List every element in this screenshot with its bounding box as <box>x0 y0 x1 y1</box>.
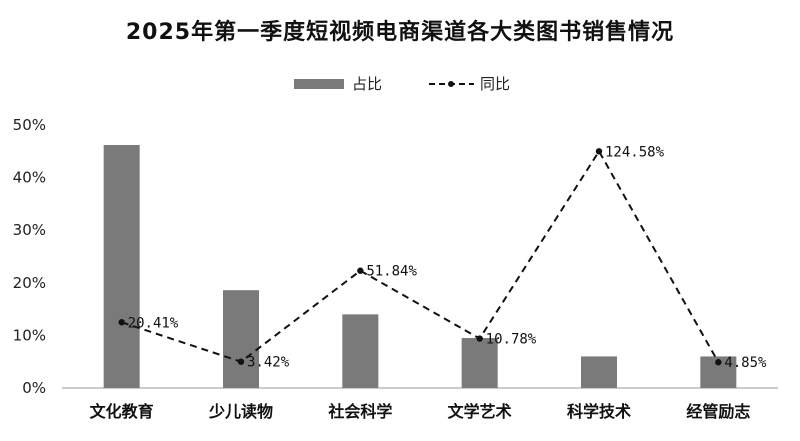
yoy-line <box>121 149 720 363</box>
yoy-data-label: 3.42% <box>247 355 290 371</box>
x-category-label: 文化教育 <box>90 402 154 421</box>
yoy-data-label: 10.78% <box>486 332 537 348</box>
yoy-data-label: 51.84% <box>366 264 417 280</box>
yoy-point-2 <box>237 358 245 365</box>
bar-2 <box>223 290 259 388</box>
legend-bar-swatch <box>294 79 344 89</box>
x-category-label: 科学技术 <box>567 402 631 421</box>
yoy-data-label: 4.85% <box>724 355 767 371</box>
y-tick-label: 30% <box>13 221 46 239</box>
chart-title: 2025年第一季度短视频电商渠道各大类图书销售情况 <box>125 20 675 45</box>
yoy-point-3 <box>357 267 364 274</box>
yoy-data-label: 20.41% <box>128 315 179 331</box>
x-category-label: 经管励志 <box>686 402 750 421</box>
bar-4 <box>461 338 498 388</box>
y-tick-label: 20% <box>13 274 46 292</box>
legend-bar-label: 占比 <box>352 75 382 93</box>
bar-5 <box>581 356 617 388</box>
y-tick-label: 0% <box>22 379 46 397</box>
y-tick-label: 10% <box>13 326 46 344</box>
yoy-point-1 <box>118 319 125 326</box>
yoy-point-4 <box>476 335 483 342</box>
x-category-label: 社会科学 <box>327 402 392 421</box>
x-category-label: 文学艺术 <box>448 402 512 421</box>
y-tick-label: 40% <box>13 169 46 187</box>
x-category-label: 少儿读物 <box>208 402 273 421</box>
bar-3 <box>342 314 379 388</box>
bar-1 <box>103 144 140 388</box>
legend-line-label: 同比 <box>480 75 510 93</box>
yoy-data-label: 124.58% <box>605 144 665 160</box>
legend-line-marker <box>448 81 454 87</box>
yoy-point-6 <box>715 359 722 366</box>
yoy-point-5 <box>595 148 603 155</box>
y-tick-label: 50% <box>13 116 46 134</box>
